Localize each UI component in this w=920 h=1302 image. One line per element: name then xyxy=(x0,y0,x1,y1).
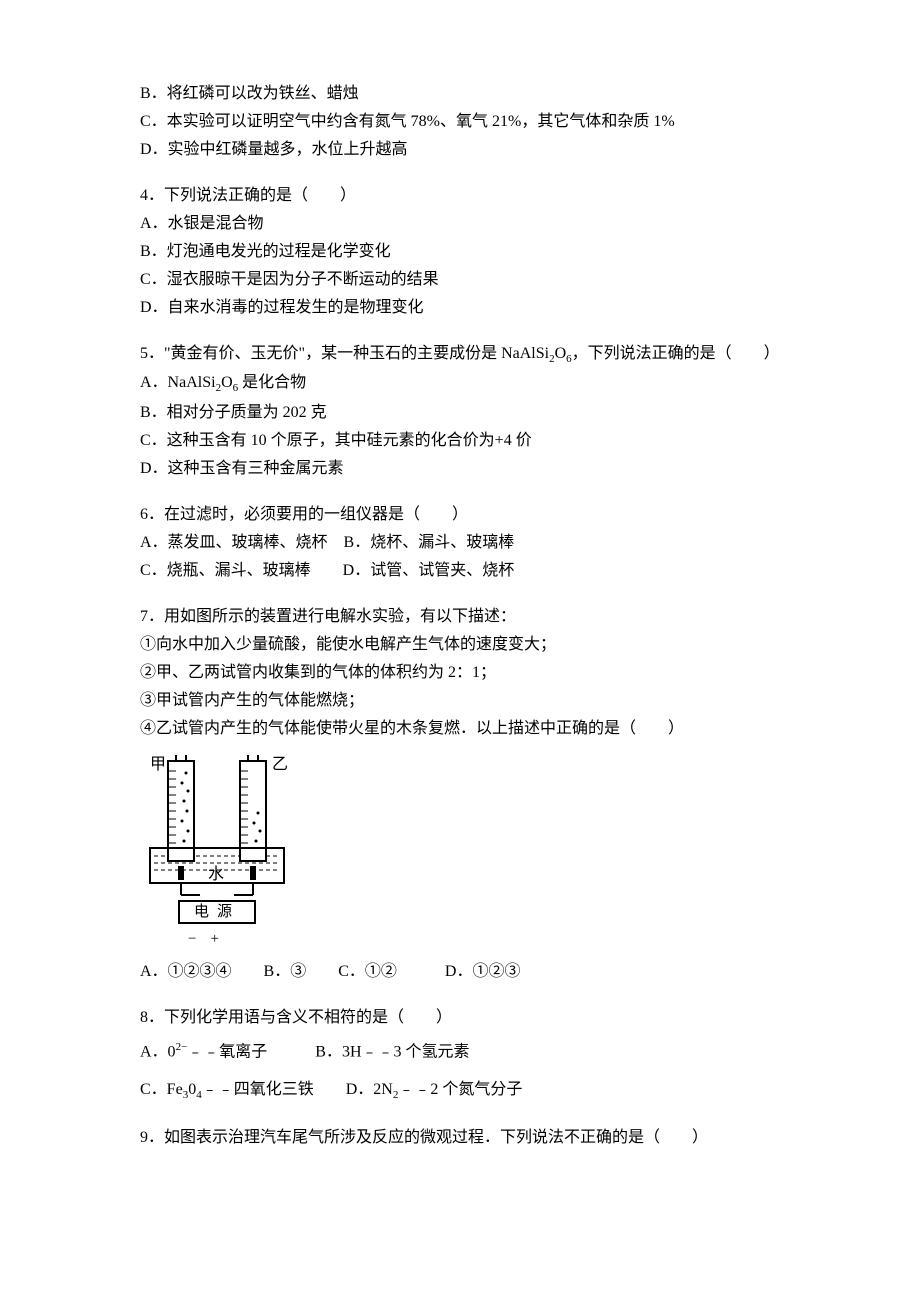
q6-options-row2: C．烧瓶、漏斗、玻璃棒 D．试管、试管夹、烧杯 xyxy=(140,557,790,585)
q5a-text-2: O xyxy=(221,374,233,391)
q4-option-d: D．自来水消毒的过程发生的是物理变化 xyxy=(140,294,790,322)
q5-option-a: A．NaAlSi2O6 是化合物 xyxy=(140,369,790,398)
q6-stem: 6．在过滤时，必须要用的一组仪器是（ ） xyxy=(140,501,790,529)
q4-option-c: C．湿衣服晾干是因为分子不断运动的结果 xyxy=(140,266,790,294)
label-jia: 甲 xyxy=(150,756,166,773)
sign-plus: + xyxy=(210,931,232,947)
q6-options-row1: A．蒸发皿、玻璃棒、烧杯 B．烧杯、漏斗、玻璃棒 xyxy=(140,529,790,557)
q8c-pre: C．Fe xyxy=(140,1081,183,1098)
q8a-sup: 2− xyxy=(176,1041,188,1053)
q7-line3: ③甲试管内产生的气体能燃烧； xyxy=(140,687,790,715)
q5a-text-3: 是化合物 xyxy=(238,374,306,391)
label-yi: 乙 xyxy=(272,756,288,773)
q5-stem: 5．"黄金有价、玉无价"，某一种玉石的主要成份是 NaAlSi2O6，下列说法正… xyxy=(140,340,790,369)
sign-minus: − xyxy=(188,931,210,947)
power-signs: −+ xyxy=(180,926,790,952)
q8a-post: ﹣﹣氧离子 B．3H﹣﹣3 个氢元素 xyxy=(187,1043,469,1060)
q3-option-b: B．将红磷可以改为铁丝、蜡烛 xyxy=(140,80,790,108)
q8-stem: 8．下列化学用语与含义不相符的是（ ） xyxy=(140,1004,790,1032)
electrolysis-diagram: 甲 乙 水 电源 −+ xyxy=(140,753,790,952)
q9-stem: 9．如图表示治理汽车尾气所涉及反应的微观过程．下列说法不正确的是（ ） xyxy=(140,1124,790,1152)
q5-stem-text-3: ，下列说法正确的是（ ） xyxy=(572,345,780,362)
q8d-post: ﹣﹣2 个氮气分子 xyxy=(398,1081,522,1098)
q5a-text-1: A．NaAlSi xyxy=(140,374,216,391)
q7-stem: 7．用如图所示的装置进行电解水实验，有以下描述： xyxy=(140,603,790,631)
q8a-pre: A．0 xyxy=(140,1043,176,1060)
q5-option-b: B．相对分子质量为 202 克 xyxy=(140,399,790,427)
q7-line2: ②甲、乙两试管内收集到的气体的体积约为 2：1； xyxy=(140,659,790,687)
q8-row1: A．02−﹣﹣氧离子 B．3H﹣﹣3 个氢元素 xyxy=(140,1038,790,1066)
q8c-mid: 0 xyxy=(188,1081,196,1098)
q8c-post: ﹣﹣四氧化三铁 D．2N xyxy=(202,1081,393,1098)
q5-stem-text-1: 5．"黄金有价、玉无价"，某一种玉石的主要成份是 NaAlSi xyxy=(140,345,549,362)
q3-option-d: D．实验中红磷量越多，水位上升越高 xyxy=(140,136,790,164)
q3-option-c: C．本实验可以证明空气中约含有氮气 78%、氧气 21%，其它气体和杂质 1% xyxy=(140,108,790,136)
apparatus-svg: 甲 乙 水 xyxy=(140,753,300,898)
q4-stem: 4．下列说法正确的是（ ） xyxy=(140,182,790,210)
q7-line4: ④乙试管内产生的气体能使带火星的木条复燃．以上描述中正确的是（ ） xyxy=(140,715,790,743)
power-label: 电源 xyxy=(178,900,256,925)
q7-line1: ①向水中加入少量硫酸，能使水电解产生气体的速度变大； xyxy=(140,631,790,659)
q5-stem-text-2: O xyxy=(555,345,567,362)
q8-row2: C．Fe304﹣﹣四氧化三铁 D．2N2﹣﹣2 个氮气分子 xyxy=(140,1076,790,1105)
q5-option-d: D．这种玉含有三种金属元素 xyxy=(140,455,790,483)
q7-options: A．①②③④ B．③ C．①② D．①②③ xyxy=(140,958,790,986)
q5-option-c: C．这种玉含有 10 个原子，其中硅元素的化合价为+4 价 xyxy=(140,427,790,455)
water-label: 水 xyxy=(208,865,224,883)
q4-option-b: B．灯泡通电发光的过程是化学变化 xyxy=(140,238,790,266)
q4-option-a: A．水银是混合物 xyxy=(140,210,790,238)
